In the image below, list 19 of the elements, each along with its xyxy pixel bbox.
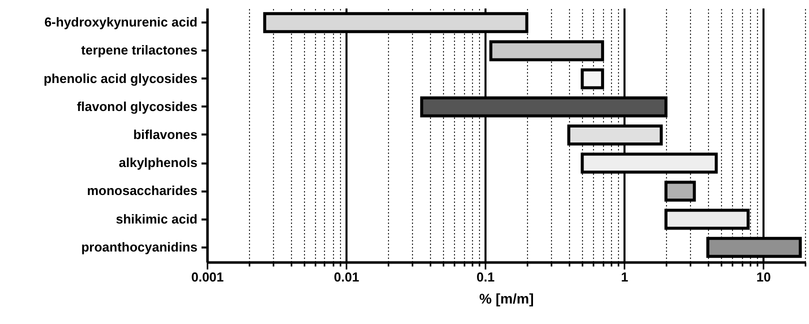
- bar: [489, 40, 604, 62]
- y-tick-label: shikimic acid: [116, 211, 198, 226]
- y-tick-label: flavonol glycosides: [76, 98, 198, 114]
- x-tick-label: 0.1: [476, 270, 495, 284]
- y-tick-label: phenolic acid glycosides: [44, 70, 198, 86]
- x-axis-title: % [m/m]: [479, 290, 534, 306]
- y-tick-label: 6-hydroxykynurenic acid: [44, 14, 198, 30]
- x-tick-label: 0.001: [191, 270, 224, 284]
- bar: [664, 180, 696, 202]
- y-tick-label: biflavones: [133, 127, 198, 142]
- y-tick-label: terpene trilactones: [81, 42, 198, 58]
- x-tick-label: 1: [620, 270, 628, 284]
- bar: [580, 68, 604, 90]
- bar: [664, 208, 750, 230]
- x-tick-label: 10: [756, 270, 771, 284]
- x-tick-label: 0.01: [334, 270, 360, 284]
- y-tick-label: monosaccharides: [86, 183, 198, 198]
- y-tick-label: proanthocyanidins: [81, 239, 198, 254]
- y-tick-label: alkylphenols: [118, 155, 198, 170]
